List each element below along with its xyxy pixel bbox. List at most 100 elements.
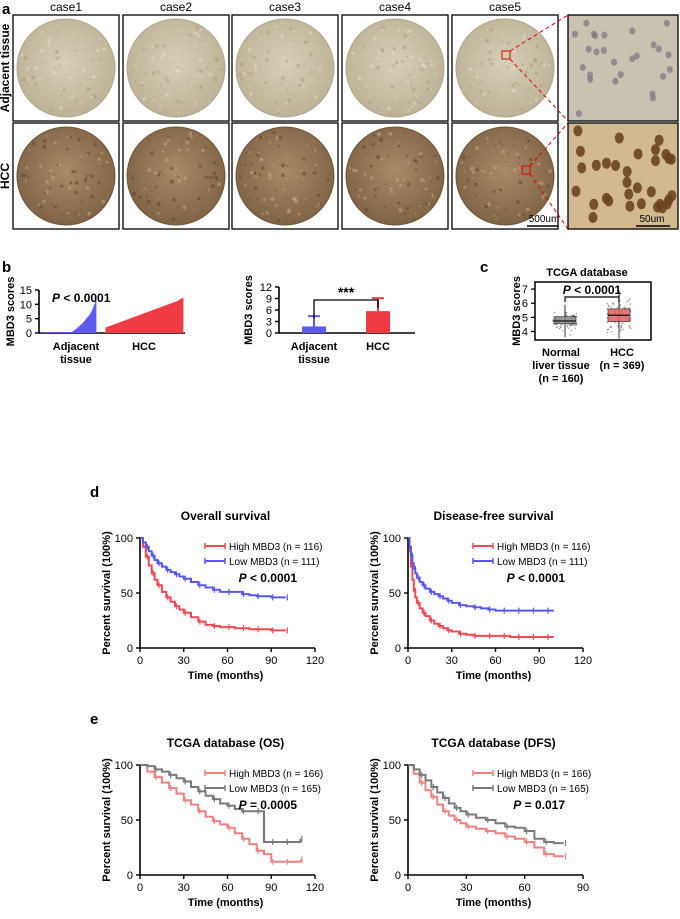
tissue-texture-dot bbox=[256, 32, 258, 34]
tissue-texture-dot bbox=[146, 200, 151, 204]
tissue-texture-dot bbox=[199, 166, 202, 169]
tissue-texture-dot bbox=[392, 64, 396, 68]
tissue-core bbox=[235, 126, 335, 226]
tissue-texture-dot bbox=[530, 62, 532, 65]
data-point bbox=[619, 329, 622, 331]
tissue-texture-dot bbox=[286, 165, 289, 167]
y-tick-label: 5 bbox=[26, 314, 32, 326]
bar bbox=[152, 310, 154, 333]
tissue-texture-dot bbox=[217, 58, 220, 61]
tissue-texture-dot bbox=[390, 85, 395, 90]
data-point bbox=[616, 306, 619, 309]
bar bbox=[116, 323, 119, 333]
tissue-texture-dot bbox=[177, 111, 180, 114]
tissue-texture-dot bbox=[97, 157, 101, 161]
survival-curve-high bbox=[408, 764, 564, 858]
bar bbox=[45, 332, 47, 333]
tissue-texture-dot bbox=[431, 194, 435, 198]
panel-letter-b: b bbox=[2, 259, 11, 276]
bar bbox=[175, 301, 178, 333]
tissue-texture-dot bbox=[412, 101, 416, 106]
tissue-texture-dot bbox=[395, 107, 397, 109]
bar bbox=[69, 332, 72, 333]
bar bbox=[59, 332, 62, 333]
tissue-texture-dot bbox=[428, 44, 430, 46]
tissue-texture-dot bbox=[238, 72, 242, 77]
tissue-texture-dot bbox=[75, 98, 78, 101]
tissue-texture-dot bbox=[162, 111, 164, 113]
cell-nucleus bbox=[587, 75, 594, 83]
tissue-texture-dot bbox=[379, 57, 382, 60]
tissue-texture-dot bbox=[312, 171, 317, 175]
bar bbox=[42, 332, 44, 333]
tissue-texture-dot bbox=[42, 199, 46, 203]
tissue-texture-dot bbox=[481, 205, 484, 208]
tissue-texture-dot bbox=[213, 76, 218, 81]
tissue-texture-dot bbox=[352, 168, 356, 172]
tissue-texture-dot bbox=[59, 106, 63, 110]
tissue-texture-dot bbox=[252, 55, 256, 59]
tissue-texture-dot bbox=[166, 138, 170, 142]
tissue-texture-dot bbox=[265, 58, 269, 62]
tissue-texture-dot bbox=[426, 62, 429, 66]
cell-nucleus bbox=[625, 200, 635, 212]
tissue-texture-dot bbox=[423, 64, 427, 69]
cell-nucleus bbox=[660, 72, 666, 80]
tissue-texture-dot bbox=[176, 99, 179, 103]
x-tick-label: 0 bbox=[137, 655, 143, 667]
data-point bbox=[575, 312, 577, 315]
tissue-texture-dot bbox=[414, 68, 416, 70]
tissue-texture-dot bbox=[302, 84, 305, 87]
data-point bbox=[629, 326, 631, 328]
tissue-texture-dot bbox=[54, 67, 57, 70]
tissue-texture-dot bbox=[302, 171, 307, 176]
tissue-texture-dot bbox=[403, 33, 408, 38]
bar bbox=[80, 324, 83, 333]
tissue-texture-dot bbox=[522, 213, 525, 216]
cell-nucleus bbox=[663, 19, 670, 27]
tissue-texture-dot bbox=[213, 161, 217, 165]
data-point bbox=[553, 311, 555, 314]
legend-label-high: High MBD3 (n = 166) bbox=[497, 769, 591, 780]
legend-label-low: Low MBD3 (n = 165) bbox=[229, 784, 321, 795]
p-value-annotation: P < 0.0001 bbox=[507, 571, 566, 585]
tissue-texture-dot bbox=[413, 158, 417, 162]
tissue-texture-dot bbox=[21, 173, 26, 178]
tissue-texture-dot bbox=[276, 218, 280, 222]
tissue-texture-dot bbox=[501, 149, 506, 154]
tissue-texture-dot bbox=[266, 30, 271, 35]
tissue-texture-dot bbox=[84, 177, 88, 180]
cell-nucleus bbox=[665, 51, 672, 59]
data-point bbox=[629, 303, 631, 305]
tissue-texture-dot bbox=[301, 108, 303, 111]
tissue-texture-dot bbox=[524, 70, 529, 75]
tissue-texture-dot bbox=[369, 64, 374, 68]
tissue-texture-dot bbox=[364, 208, 369, 213]
tissue-texture-dot bbox=[143, 189, 145, 191]
tissue-texture-dot bbox=[529, 157, 533, 162]
bar bbox=[125, 319, 128, 333]
significance-bracket bbox=[564, 296, 620, 302]
y-tick-label: 0 bbox=[266, 328, 272, 340]
tissue-texture-dot bbox=[482, 170, 486, 173]
tissue-texture-dot bbox=[86, 174, 89, 177]
tissue-texture-dot bbox=[240, 165, 242, 167]
panel-letter-c: c bbox=[480, 259, 488, 276]
tissue-texture-dot bbox=[25, 66, 30, 71]
tissue-texture-dot bbox=[31, 75, 35, 80]
tissue-texture-dot bbox=[86, 106, 90, 110]
tissue-texture-dot bbox=[90, 95, 94, 99]
tissue-texture-dot bbox=[208, 72, 212, 76]
tissue-texture-dot bbox=[496, 206, 499, 209]
tissue-texture-dot bbox=[542, 183, 545, 186]
tissue-texture-dot bbox=[173, 64, 175, 66]
tissue-texture-dot bbox=[98, 37, 101, 40]
bar bbox=[122, 320, 125, 333]
tissue-texture-dot bbox=[489, 171, 493, 175]
tissue-texture-dot bbox=[93, 142, 97, 146]
tissue-texture-dot bbox=[389, 69, 393, 72]
tissue-texture-dot bbox=[131, 177, 135, 180]
tissue-texture-dot bbox=[160, 84, 163, 87]
